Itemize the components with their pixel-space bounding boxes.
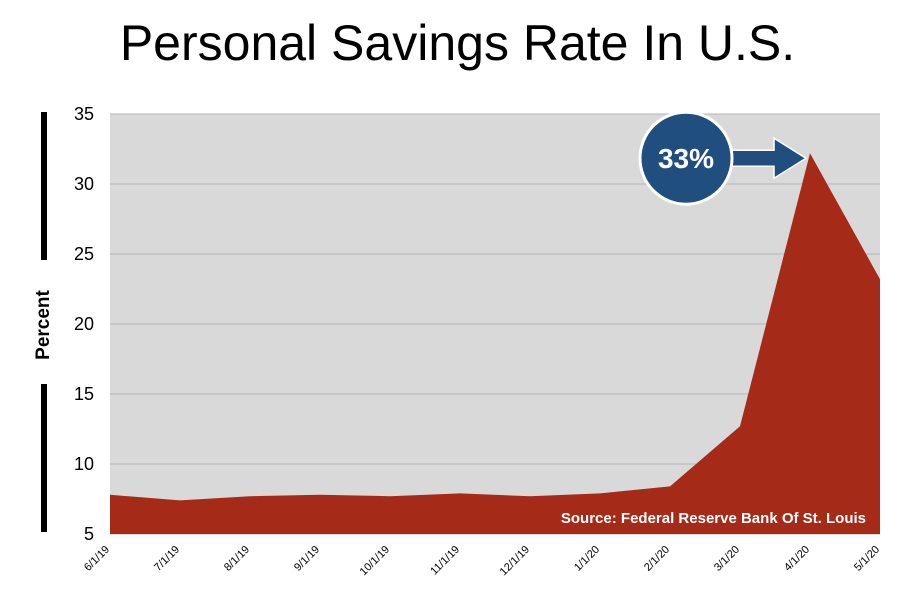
x-tick-label: 8/1/19: [222, 544, 252, 574]
y-tick-labels: 5 10 15 20 25 30 35: [74, 104, 94, 544]
y-axis-bar-top: [41, 112, 47, 260]
series-area: [110, 153, 880, 534]
source-note: Source: Federal Reserve Bank Of St. Loui…: [561, 510, 866, 527]
x-tick-label: 12/1/19: [498, 544, 532, 578]
x-tick-label: 6/1/19: [82, 544, 112, 574]
y-axis-bar-bottom: [41, 384, 47, 532]
x-tick-label: 5/1/20: [852, 544, 882, 574]
y-tick-label: 5: [84, 524, 94, 544]
x-tick-label: 3/1/20: [712, 544, 742, 574]
x-tick-label: 9/1/19: [292, 544, 322, 574]
x-tick-label: 1/1/20: [572, 544, 602, 574]
x-tick-label: 2/1/20: [642, 544, 672, 574]
y-tick-label: 25: [74, 244, 94, 264]
x-tick-label: 10/1/19: [358, 544, 392, 578]
y-tick-label: 30: [74, 174, 94, 194]
chart-title: Personal Savings Rate In U.S.: [119, 15, 796, 71]
y-tick-label: 10: [74, 454, 94, 474]
x-tick-labels: 6/1/19 7/1/19 8/1/19 9/1/19 10/1/19 11/1/19 12…: [82, 544, 882, 578]
callout-circle: [638, 110, 734, 206]
x-tick-label: 4/1/20: [782, 544, 812, 574]
peak-callout: 33%: [638, 110, 808, 206]
callout-label: 33%: [658, 143, 714, 174]
y-tick-label: 15: [74, 384, 94, 404]
x-tick-label: 7/1/19: [152, 544, 182, 574]
y-tick-label: 35: [74, 104, 94, 124]
x-tick-label: 11/1/19: [428, 544, 462, 578]
y-tick-label: 20: [74, 314, 94, 334]
